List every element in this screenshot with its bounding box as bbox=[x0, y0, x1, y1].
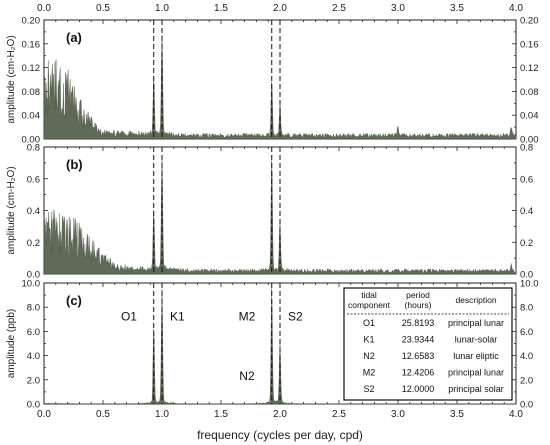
table-cell: K1 bbox=[363, 335, 374, 345]
top-tick-label: 3.0 bbox=[391, 3, 405, 14]
tidal-annotation: K1 bbox=[170, 310, 185, 324]
right-y-tick-label: 0.04 bbox=[520, 111, 539, 122]
table-cell: principal lunar bbox=[448, 368, 504, 378]
table-header-line: (hours) bbox=[405, 300, 432, 310]
right-y-tick-label: 0.8 bbox=[520, 143, 533, 154]
tidal-annotation: O1 bbox=[121, 310, 137, 324]
right-y-tick-label: 0.08 bbox=[520, 87, 539, 98]
x-tick-label: 0.5 bbox=[96, 409, 110, 420]
top-tick-label: 1.5 bbox=[214, 3, 228, 14]
y-tick-label: 8.0 bbox=[27, 303, 40, 314]
y-tick-label: 10.0 bbox=[22, 279, 41, 290]
right-y-tick-label: 0.00 bbox=[520, 135, 539, 146]
right-y-tick-label: 6.0 bbox=[520, 327, 533, 338]
x-tick-label: 3.0 bbox=[391, 409, 405, 420]
panel-label: (a) bbox=[66, 30, 82, 45]
y-tick-label: 4.0 bbox=[27, 351, 40, 362]
top-tick-label: 4.0 bbox=[509, 3, 523, 14]
y-tick-label: 0.4 bbox=[27, 206, 40, 217]
panel-a: 0.00 0.00 0.04 0.04 0.08 0.08 0.12 0.12 0.16 0.16… bbox=[6, 16, 539, 146]
panel-label: (b) bbox=[66, 157, 83, 172]
right-y-tick-label: 0.2 bbox=[520, 238, 533, 249]
y-tick-label: 0.08 bbox=[22, 87, 41, 98]
x-tick-label: 3.5 bbox=[450, 409, 464, 420]
right-y-tick-label: 2.0 bbox=[520, 375, 533, 386]
x-tick-label: 2.5 bbox=[332, 409, 346, 420]
table-header-line: period bbox=[406, 290, 430, 300]
y-tick-label: 0.04 bbox=[22, 111, 41, 122]
y-tick-label: 2.0 bbox=[27, 375, 40, 386]
top-tick-label: 2.5 bbox=[332, 3, 346, 14]
top-tick-label: 0.0 bbox=[37, 3, 51, 14]
y-tick-label: 0.0 bbox=[27, 270, 40, 281]
top-tick-label: 0.5 bbox=[96, 3, 110, 14]
right-y-tick-label: 0.4 bbox=[520, 206, 533, 217]
top-tick-label: 2.0 bbox=[273, 3, 287, 14]
table-cell: lunar-solar bbox=[455, 335, 498, 345]
x-tick-label: 0.0 bbox=[37, 409, 51, 420]
table-cell: 12.0000 bbox=[402, 384, 435, 394]
panel-c: 0.0 0.02.0 2.04.0 4.06.0 6.08.0 8.010.0 10.0am… bbox=[6, 279, 539, 421]
x-tick-label: 2.0 bbox=[273, 409, 287, 420]
table-cell: M2 bbox=[363, 368, 376, 378]
table-cell: 12.4206 bbox=[402, 368, 435, 378]
y-tick-label: 0.12 bbox=[22, 63, 41, 74]
table-header-line: tidal bbox=[361, 290, 377, 300]
table-cell: 25.8193 bbox=[402, 318, 435, 328]
y-axis-label: amplitude (ppb) bbox=[6, 309, 17, 378]
panels: 0.00 0.00 0.04 0.04 0.08 0.08 0.12 0.12 0.16 0.16… bbox=[6, 16, 539, 421]
table-cell: S2 bbox=[363, 384, 374, 394]
top-tick-label: 3.5 bbox=[450, 3, 464, 14]
table-frame bbox=[343, 287, 513, 401]
table-cell: principal lunar bbox=[448, 318, 504, 328]
top-frequency-axis: 0.0 0.5 1.0 1.5 2.0 2.5 3.0 3.5 4.0 bbox=[37, 3, 523, 14]
panel-label: (c) bbox=[66, 293, 82, 308]
right-y-tick-label: 0.16 bbox=[520, 39, 539, 50]
y-tick-label: 0.20 bbox=[22, 16, 41, 27]
y-tick-label: 0.00 bbox=[22, 135, 41, 146]
right-y-tick-label: 0.20 bbox=[520, 16, 539, 27]
y-tick-label: 0.0 bbox=[27, 400, 40, 411]
table-cell: principal solar bbox=[448, 384, 504, 394]
table-header: description bbox=[455, 295, 496, 305]
y-tick-label: 0.16 bbox=[22, 39, 41, 50]
x-tick-label: 1.0 bbox=[155, 409, 169, 420]
table-header-line: description bbox=[455, 295, 496, 305]
y-tick-label: 0.2 bbox=[27, 238, 40, 249]
tidal-annotation: M2 bbox=[239, 310, 256, 324]
x-tick-label: 4.0 bbox=[509, 409, 523, 420]
right-y-tick-label: 0.0 bbox=[520, 400, 533, 411]
y-tick-label: 6.0 bbox=[27, 327, 40, 338]
x-axis-label: frequency (cycles per day, cpd) bbox=[197, 428, 363, 442]
right-y-tick-label: 0.6 bbox=[520, 174, 533, 185]
right-y-tick-label: 0.0 bbox=[520, 270, 533, 281]
top-tick-label: 1.0 bbox=[155, 3, 169, 14]
right-y-tick-label: 4.0 bbox=[520, 351, 533, 362]
tidal-annotation: S2 bbox=[288, 310, 303, 324]
table-cell: lunar eliptic bbox=[453, 351, 499, 361]
y-axis-label: amplitude (cm-H₂O) bbox=[6, 166, 17, 254]
table-cell: 12.6583 bbox=[402, 351, 435, 361]
tidal-table: tidal component period (hours) description O1… bbox=[343, 287, 513, 401]
table-cell: 23.9344 bbox=[402, 335, 435, 345]
y-tick-label: 0.8 bbox=[27, 143, 40, 154]
panel-b: 0.0 0.0 0.2 0.2 0.4 0.4 0.6 0.6 0.8 0.8 amplitude … bbox=[6, 143, 533, 281]
table-header-line: component bbox=[348, 300, 391, 310]
tidal-annotation: N2 bbox=[239, 369, 255, 383]
y-axis-label: amplitude (cm-H₂O) bbox=[6, 35, 17, 123]
table-header: tidal component bbox=[348, 290, 391, 310]
table-header: period (hours) bbox=[405, 290, 432, 310]
table-cell: O1 bbox=[363, 318, 375, 328]
right-y-tick-label: 10.0 bbox=[520, 279, 539, 290]
y-tick-label: 0.6 bbox=[27, 174, 40, 185]
right-y-tick-label: 0.12 bbox=[520, 63, 539, 74]
x-tick-label: 1.5 bbox=[214, 409, 228, 420]
right-y-tick-label: 8.0 bbox=[520, 303, 533, 314]
table-cell: N2 bbox=[363, 351, 375, 361]
